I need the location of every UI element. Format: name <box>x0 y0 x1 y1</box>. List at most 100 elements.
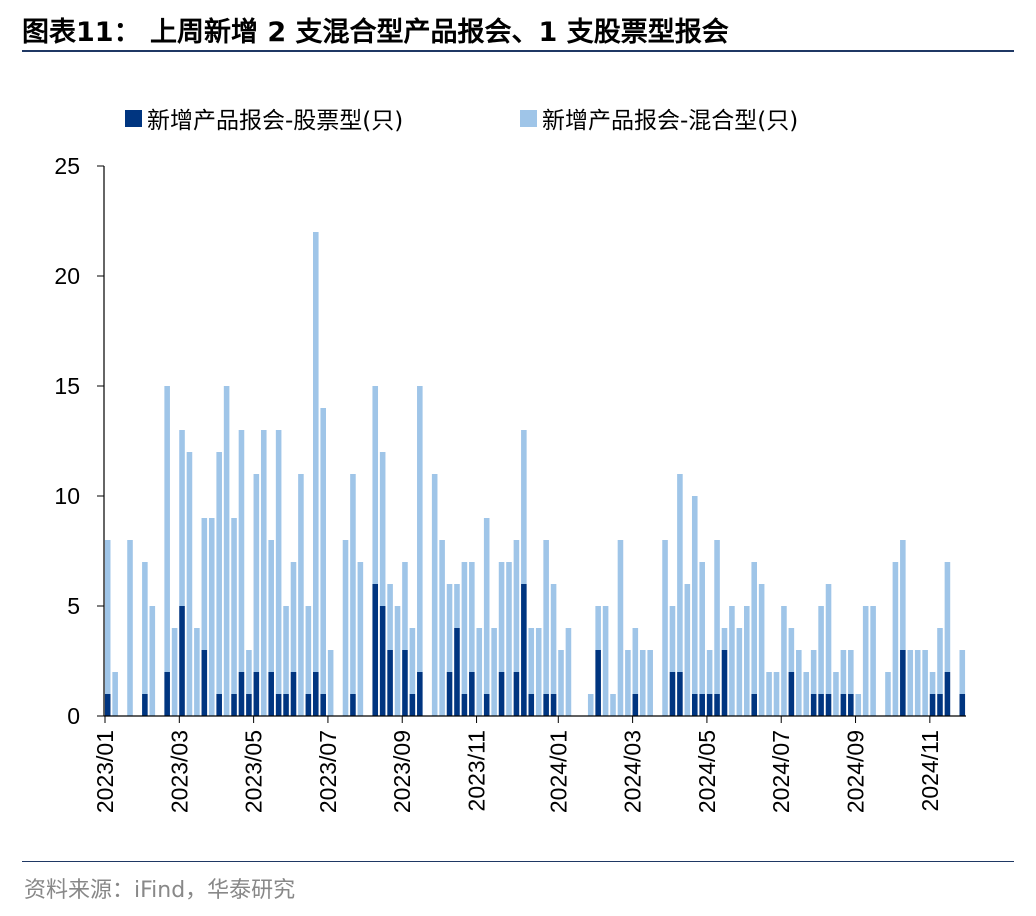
bar-mixed <box>677 474 683 672</box>
legend-label-stock: 新增产品报会-股票型(只) <box>147 108 403 134</box>
x-tick-label: 2023/07 <box>315 730 341 813</box>
x-tick-label: 2024/11 <box>917 730 943 811</box>
bar-mixed <box>803 672 810 716</box>
bar-stock <box>305 694 312 716</box>
bar-mixed <box>669 606 676 672</box>
bar-mixed <box>736 628 743 716</box>
bar-stock <box>379 606 386 716</box>
x-tick-label: 2023/09 <box>389 730 415 813</box>
legend: 新增产品报会-股票型(只) 新增产品报会-混合型(只) <box>125 108 798 134</box>
bar-mixed <box>112 672 118 716</box>
bar-mixed <box>855 694 862 716</box>
bar-mixed <box>216 452 222 694</box>
bar-mixed <box>127 540 133 716</box>
bar-stock <box>231 694 237 716</box>
bar-mixed <box>238 430 245 672</box>
bar-stock <box>179 606 185 716</box>
bar-stock <box>788 672 795 716</box>
bar-mixed <box>751 562 758 694</box>
bar-mixed <box>840 650 847 694</box>
y-tick-label: 20 <box>54 263 80 289</box>
bar-mixed <box>253 474 260 672</box>
bar-mixed <box>342 540 349 716</box>
bar-mixed <box>729 606 735 716</box>
bar-stock <box>446 672 453 716</box>
y-tick-label: 10 <box>54 483 80 509</box>
bar-mixed <box>632 628 639 694</box>
bar-mixed <box>513 540 520 672</box>
bar-mixed <box>454 584 460 628</box>
legend-swatch-mixed <box>520 110 537 127</box>
bar-stock <box>283 694 289 716</box>
bar-mixed <box>149 606 156 716</box>
chart-title: 图表11： 上周新增 2 支混合型产品报会、1 支股票型报会 <box>22 17 729 48</box>
bar-stock <box>848 694 854 716</box>
bar-stock <box>402 650 408 716</box>
bar-mixed <box>528 628 535 694</box>
bar-mixed <box>327 650 334 716</box>
x-tick-label: 2023/11 <box>464 730 490 811</box>
bar-mixed <box>691 496 698 694</box>
bar-stock <box>691 694 698 716</box>
legend-swatch-stock <box>125 110 142 127</box>
bar-mixed <box>773 672 780 716</box>
axes: 0 5 10 15 20 25 2023/01 2023/03 2023/05 2023/07 20… <box>54 153 966 813</box>
bar-mixed <box>900 540 906 650</box>
y-tick-label: 5 <box>67 593 80 619</box>
bar-stock <box>142 694 148 716</box>
bar-mixed <box>446 584 453 672</box>
bar-stock <box>483 694 490 716</box>
bar-mixed <box>595 606 601 650</box>
bar-mixed <box>164 386 170 672</box>
bar-mixed <box>610 694 616 716</box>
bar-stock <box>387 650 393 716</box>
bar-mixed <box>781 606 787 716</box>
bar-mixed <box>312 232 319 672</box>
bar-mixed <box>550 584 557 694</box>
bar-mixed <box>298 474 304 716</box>
bar-stock <box>513 672 520 716</box>
x-tick-label: 2023/05 <box>241 730 267 813</box>
bar-stock <box>959 694 966 716</box>
bar-stock <box>944 672 951 716</box>
x-tick-label: 2024/05 <box>694 730 720 813</box>
bar-mixed <box>461 562 468 694</box>
bar-mixed <box>491 628 497 716</box>
bar-stock <box>275 694 282 716</box>
bar-mixed <box>246 650 252 694</box>
bar-mixed <box>587 694 594 716</box>
bar-stock <box>268 672 274 716</box>
bar-stock <box>290 672 297 716</box>
bar-mixed <box>305 606 312 694</box>
x-tick-label: 2024/09 <box>843 730 869 813</box>
bar-mixed <box>402 562 408 650</box>
bar-mixed <box>558 650 564 716</box>
bar-mixed <box>201 518 208 650</box>
bar-mixed <box>922 650 928 716</box>
bar-mixed <box>260 430 267 716</box>
bar-mixed <box>870 606 876 716</box>
bar-stock <box>550 694 557 716</box>
bar-mixed <box>743 606 750 716</box>
bar-mixed <box>788 628 795 672</box>
bar-mixed <box>521 430 527 584</box>
bar-stock <box>417 672 423 716</box>
bar-stock <box>521 584 527 716</box>
bar-mixed <box>142 562 148 694</box>
bar-stock <box>498 672 505 716</box>
bar-stock <box>238 672 245 716</box>
bar-mixed <box>885 672 891 716</box>
bar-mixed <box>892 562 899 716</box>
bar-mixed <box>833 672 839 716</box>
bar-mixed <box>929 672 936 694</box>
bar-mixed <box>543 540 549 694</box>
bar-mixed <box>283 606 289 694</box>
x-tick-label: 2024/01 <box>545 730 571 813</box>
bar-stock <box>595 650 601 716</box>
bar-stock <box>900 650 906 716</box>
bar-mixed <box>171 628 178 716</box>
bar-mixed <box>639 650 646 716</box>
bar-mixed <box>104 540 111 694</box>
bar-mixed <box>357 562 364 716</box>
